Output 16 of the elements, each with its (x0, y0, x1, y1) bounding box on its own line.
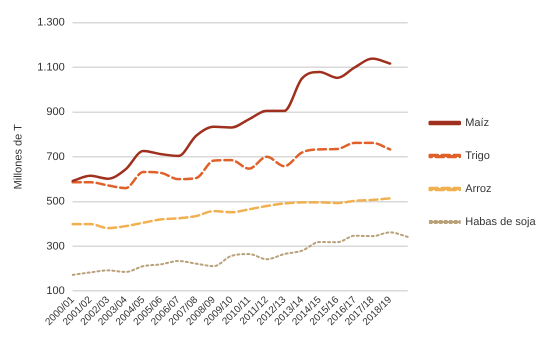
y-tick-label: 500 (46, 196, 65, 208)
y-axis-title: Millones de T (12, 124, 25, 190)
line-series (71, 197, 392, 230)
legend-label: Maíz (465, 117, 490, 130)
y-tick-label: 1.300 (37, 16, 65, 29)
y-tick-label: 1.100 (37, 61, 65, 74)
line-series (71, 57, 392, 182)
legend-label: Arroz (465, 183, 492, 196)
y-tick-label: 100 (46, 284, 65, 297)
y-tick-label: 300 (46, 240, 65, 252)
legend-label: Habas de soja (465, 216, 536, 228)
line-series (72, 231, 409, 276)
y-tick-label: 900 (46, 106, 65, 118)
line-series (71, 142, 392, 190)
y-tick-label: 700 (46, 150, 65, 163)
legend-label: Trigo (465, 150, 490, 162)
